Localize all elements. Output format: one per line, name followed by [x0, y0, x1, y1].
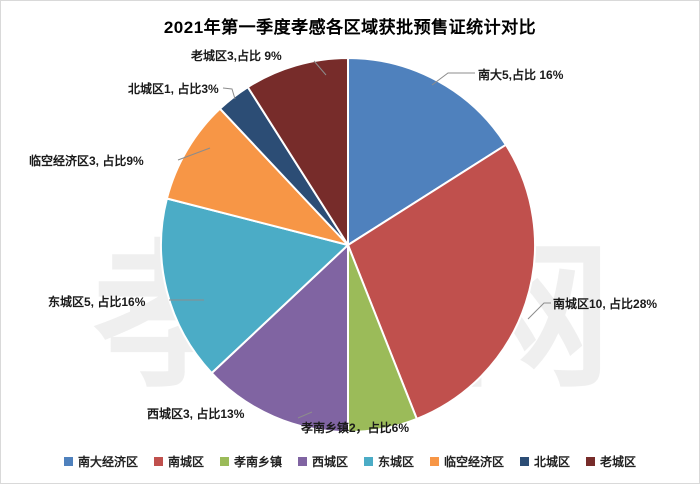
- pie-data-label-南大经济区: 南大5,占比 16%: [478, 68, 564, 82]
- leader-line-西城区: [297, 411, 313, 419]
- legend-item-孝南乡镇: 孝南乡镇: [219, 453, 282, 470]
- pie-slice-老城区: [246, 57, 349, 246]
- legend: 南大经济区 南城区 孝南乡镇 西城区 东城区 临空经济区 北城区 老城区: [1, 453, 699, 470]
- leader-line-南城区: [527, 302, 551, 320]
- legend-swatch: [219, 457, 229, 466]
- chart-title: 2021年第一季度孝感各区域获批预售证统计对比: [163, 18, 537, 37]
- legend-label: 东城区: [378, 455, 415, 469]
- pie-slice-南城区: [347, 143, 536, 420]
- pie-slice-东城区: [160, 197, 349, 374]
- legend-swatch: [586, 457, 596, 466]
- legend-swatch: [297, 457, 307, 466]
- legend-label: 孝南乡镇: [233, 455, 282, 469]
- legend-item-南大经济区: 南大经济区: [63, 453, 138, 470]
- leader-line-北城区: [222, 87, 236, 100]
- legend-swatch: [63, 457, 73, 466]
- legend-swatch: [430, 457, 440, 466]
- legend-swatch: [520, 457, 530, 466]
- legend-label: 北城区: [534, 455, 571, 469]
- leader-line-临空经济区: [177, 147, 211, 161]
- pie-data-label-孝南乡镇: 孝南乡镇2，占比6%: [301, 421, 410, 435]
- legend-item-东城区: 东城区: [364, 453, 414, 470]
- pie-data-label-临空经济区: 临空经济区3, 占比9%: [29, 154, 144, 168]
- legend-label: 南城区: [167, 455, 204, 469]
- legend-item-北城区: 北城区: [520, 453, 570, 470]
- leader-line-老城区: [313, 60, 327, 76]
- pie-slice-临空经济区: [165, 107, 349, 246]
- pie-slice-西城区: [210, 244, 349, 433]
- legend-item-南城区: 南城区: [153, 453, 204, 470]
- legend-label: 西城区: [311, 455, 348, 469]
- pie-data-label-西城区: 西城区3, 占比13%: [147, 407, 245, 421]
- legend-label: 临空经济区: [444, 455, 505, 469]
- pie-data-label-东城区: 东城区5, 占比16%: [48, 295, 146, 309]
- legend-swatch: [364, 457, 373, 466]
- pie-slice-南大经济区: [347, 57, 507, 246]
- pie-data-label-北城区: 北城区1, 占比3%: [128, 82, 219, 96]
- pie-data-label-南城区: 南城区10, 占比28%: [553, 297, 658, 311]
- leader-line-南大经济区: [431, 72, 475, 86]
- legend-item-临空经济区: 临空经济区: [430, 453, 504, 470]
- legend-swatch: [153, 457, 163, 466]
- legend-label: 南大经济区: [77, 455, 138, 469]
- legend-item-西城区: 西城区: [297, 453, 348, 470]
- legend-item-老城区: 老城区: [586, 453, 636, 470]
- legend-label: 老城区: [600, 455, 637, 469]
- pie-data-label-老城区: 老城区3,占比 9%: [191, 49, 282, 63]
